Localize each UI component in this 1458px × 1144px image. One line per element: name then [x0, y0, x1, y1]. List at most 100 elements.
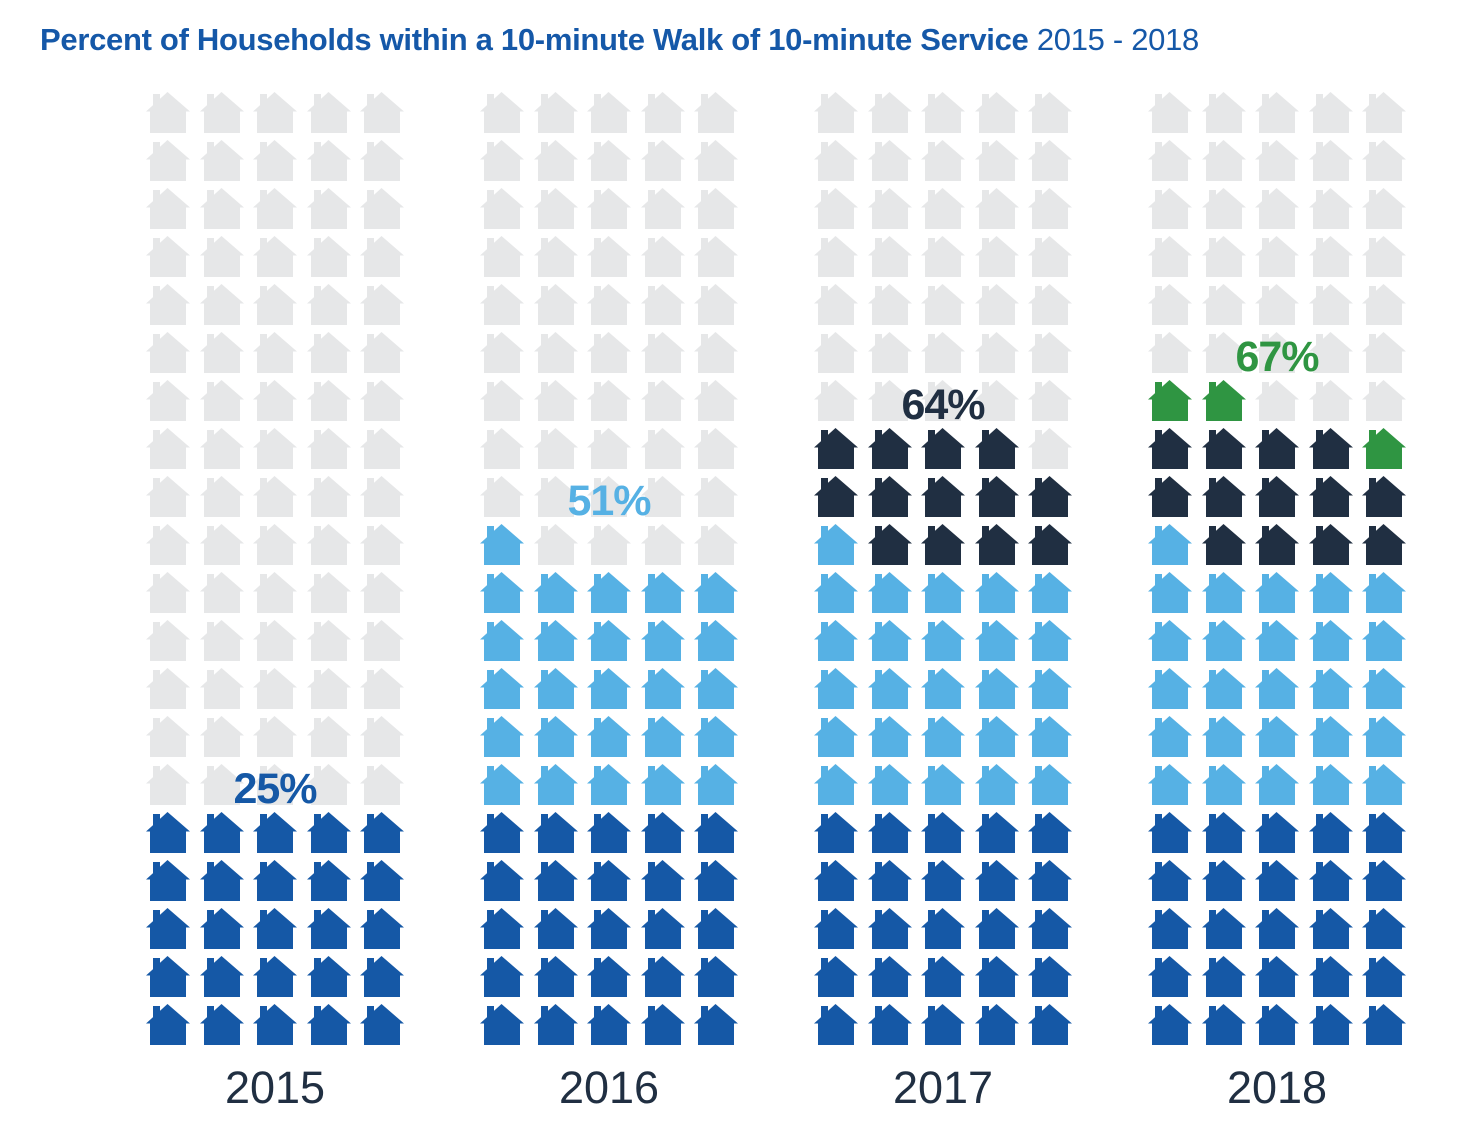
house-icon: [1202, 572, 1246, 613]
house-icon: [1309, 812, 1353, 853]
house-icon: [146, 188, 190, 229]
house-icon: [868, 188, 912, 229]
house-icon: [1255, 428, 1299, 469]
house-icon: [1309, 284, 1353, 325]
house-icon: [1255, 524, 1299, 565]
house-icon: [1255, 956, 1299, 997]
house-icon: [200, 956, 244, 997]
house-icon: [1255, 380, 1299, 421]
house-icon: [1028, 908, 1072, 949]
house-icon: [814, 572, 858, 613]
house-icon: [1309, 668, 1353, 709]
house-icon: [200, 476, 244, 517]
house-icon: [1202, 956, 1246, 997]
house-icon: [1028, 236, 1072, 277]
house-icon: [200, 716, 244, 757]
house-icon: [921, 764, 965, 805]
house-icon: [1309, 716, 1353, 757]
house-icon: [360, 92, 404, 133]
house-icon: [587, 764, 631, 805]
house-icon: [253, 812, 297, 853]
house-icon: [360, 188, 404, 229]
house-icon: [1309, 428, 1353, 469]
house-icon: [694, 668, 738, 709]
house-icon: [641, 812, 685, 853]
house-icon: [921, 908, 965, 949]
house-icon: [814, 860, 858, 901]
house-icon: [480, 380, 524, 421]
house-icon: [975, 716, 1019, 757]
house-icon: [253, 620, 297, 661]
house-icon: [1362, 668, 1406, 709]
house-icon: [253, 188, 297, 229]
house-icon: [868, 764, 912, 805]
house-icon: [975, 860, 1019, 901]
house-icon: [1028, 764, 1072, 805]
percent-label: 25%: [233, 765, 317, 813]
house-icon: [360, 860, 404, 901]
house-icon: [1202, 428, 1246, 469]
house-icon: [694, 188, 738, 229]
house-icon: [1362, 620, 1406, 661]
house-icon: [975, 572, 1019, 613]
house-icon: [694, 1004, 738, 1045]
house-icon: [253, 140, 297, 181]
house-icon: [694, 812, 738, 853]
house-icon: [307, 716, 351, 757]
house-icon: [1362, 908, 1406, 949]
house-icon: [1202, 476, 1246, 517]
house-icon: [1309, 524, 1353, 565]
house-icon: [200, 524, 244, 565]
house-icon: [587, 284, 631, 325]
house-icon: [814, 812, 858, 853]
house-icon: [868, 524, 912, 565]
house-icon: [1255, 908, 1299, 949]
house-icon: [694, 908, 738, 949]
house-icon: [921, 524, 965, 565]
house-icon: [1362, 572, 1406, 613]
house-icon: [1148, 668, 1192, 709]
house-icon: [307, 188, 351, 229]
house-icon: [360, 236, 404, 277]
house-icon: [1362, 236, 1406, 277]
house-icon: [480, 956, 524, 997]
house-icon: [200, 812, 244, 853]
house-icon: [1148, 428, 1192, 469]
house-icon: [200, 332, 244, 373]
house-icon: [253, 284, 297, 325]
house-icon: [1255, 716, 1299, 757]
house-icon: [1148, 380, 1192, 421]
house-icon: [480, 236, 524, 277]
house-icon: [307, 380, 351, 421]
house-icon: [1028, 956, 1072, 997]
house-icon: [814, 956, 858, 997]
house-icon: [1255, 284, 1299, 325]
house-icon: [868, 92, 912, 133]
house-icon: [253, 476, 297, 517]
house-icon: [1148, 524, 1192, 565]
house-icon: [360, 1004, 404, 1045]
house-icon: [1148, 716, 1192, 757]
house-icon: [1255, 764, 1299, 805]
house-icon: [480, 524, 524, 565]
house-icon: [146, 524, 190, 565]
house-icon: [253, 92, 297, 133]
house-icon: [814, 140, 858, 181]
house-icon: [1255, 1004, 1299, 1045]
house-icon: [480, 572, 524, 613]
house-icon: [1202, 620, 1246, 661]
house-icon: [253, 236, 297, 277]
house-icon: [1202, 764, 1246, 805]
house-icon: [307, 140, 351, 181]
house-icon: [1028, 140, 1072, 181]
house-icon: [1255, 92, 1299, 133]
house-icon: [146, 236, 190, 277]
house-icon: [921, 812, 965, 853]
house-icon: [534, 284, 578, 325]
house-icon: [921, 332, 965, 373]
house-icon: [814, 428, 858, 469]
year-label: 2015: [224, 1062, 326, 1113]
house-icon: [641, 236, 685, 277]
house-icon: [360, 572, 404, 613]
